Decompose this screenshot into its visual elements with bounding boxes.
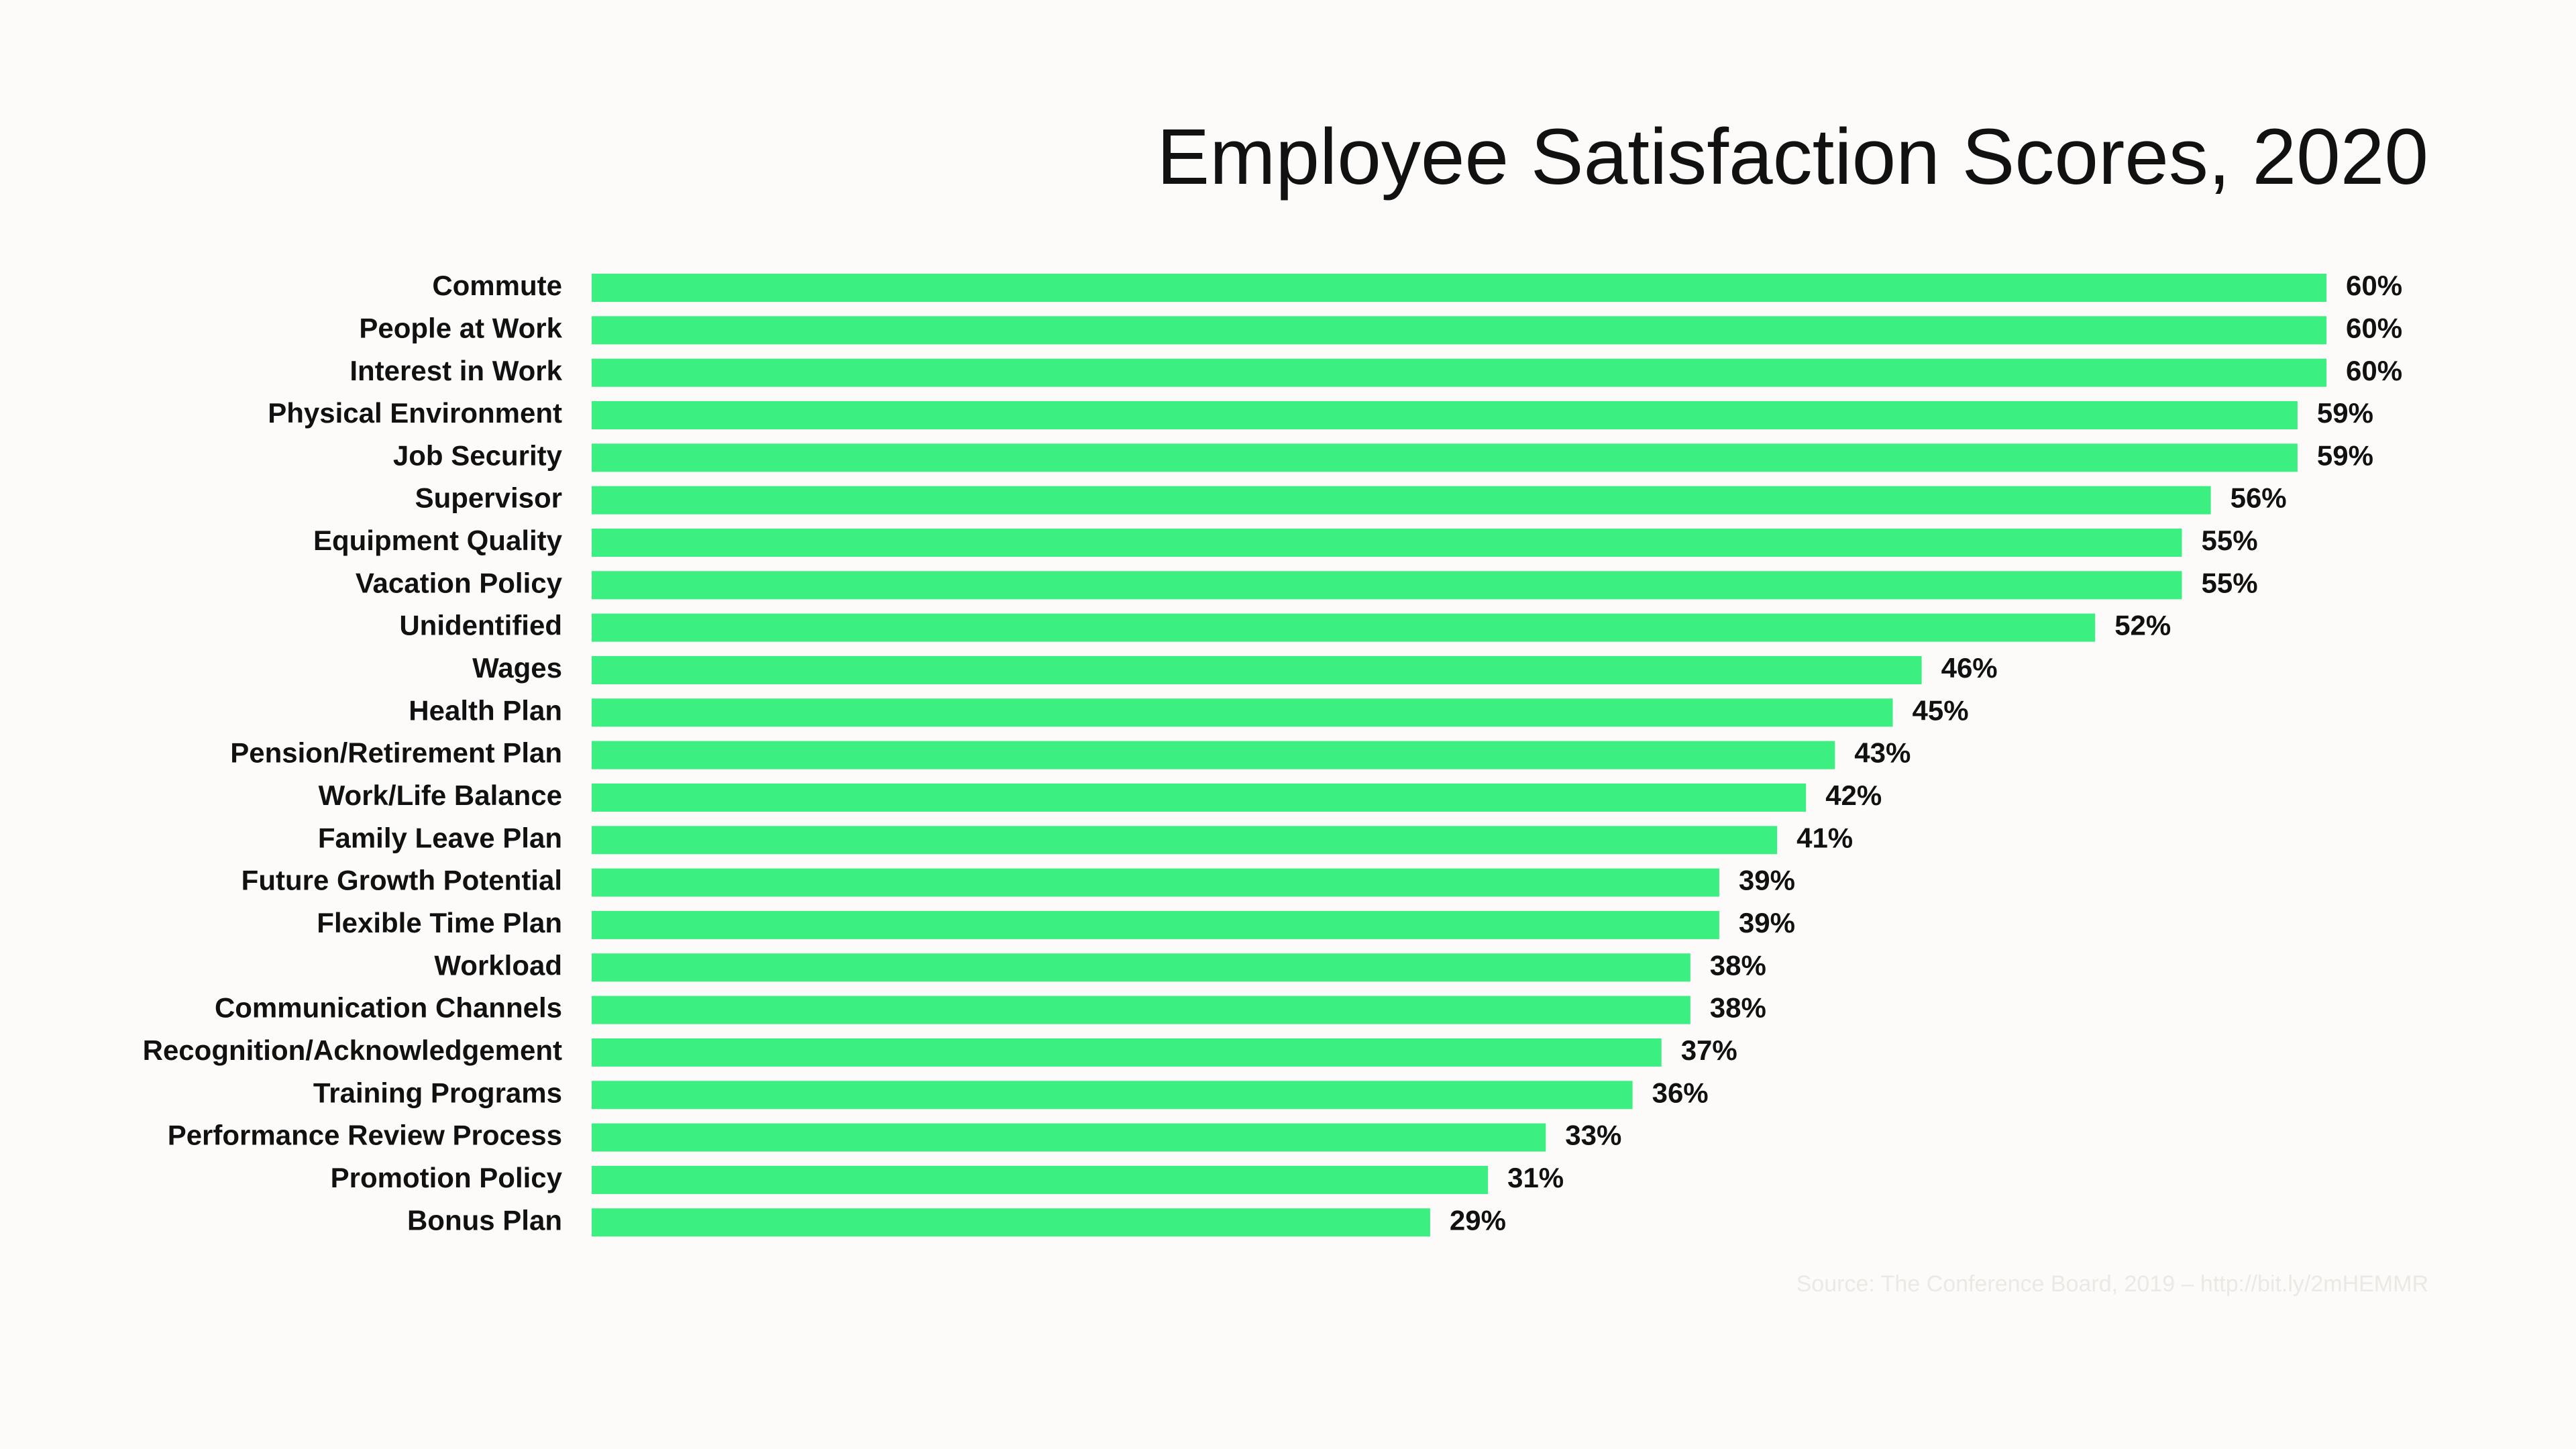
- value-label: 37%: [1681, 1034, 1737, 1066]
- value-label: 36%: [1652, 1077, 1709, 1108]
- value-label: 33%: [1565, 1120, 1621, 1151]
- value-label: 39%: [1739, 907, 1795, 938]
- category-label: Performance Review Process: [168, 1120, 562, 1151]
- category-label: Vacation Policy: [356, 567, 563, 598]
- bar: [592, 783, 1807, 812]
- bar: [592, 910, 1719, 939]
- category-label: Training Programs: [313, 1077, 562, 1108]
- category-label: Flexible Time Plan: [317, 907, 562, 938]
- category-label: Bonus Plan: [407, 1204, 562, 1236]
- value-label: 55%: [2202, 567, 2258, 598]
- category-label: Health Plan: [409, 694, 562, 726]
- category-label: Wages: [472, 652, 562, 684]
- bar: [592, 1123, 1546, 1152]
- value-label: 60%: [2346, 355, 2402, 386]
- value-label: 31%: [1507, 1162, 1564, 1193]
- value-label: 39%: [1739, 865, 1795, 896]
- category-label: Communication Channels: [215, 992, 562, 1024]
- category-label: People at Work: [359, 312, 562, 343]
- category-label: Future Growth Potential: [241, 865, 562, 896]
- category-label: Equipment Quality: [313, 525, 563, 556]
- bar: [592, 1081, 1633, 1110]
- bar: [592, 826, 1778, 855]
- bar: [592, 528, 2182, 557]
- bar: [592, 698, 1893, 727]
- category-label: Work/Life Balance: [319, 780, 562, 811]
- category-label: Supervisor: [415, 482, 562, 514]
- value-label: 60%: [2346, 312, 2402, 343]
- category-label: Interest in Work: [350, 355, 562, 386]
- bar: [592, 868, 1719, 897]
- bar: [592, 486, 2211, 515]
- value-label: 38%: [1710, 992, 1766, 1024]
- category-label: Commute: [432, 270, 562, 301]
- bar: [592, 1038, 1662, 1067]
- value-label: 55%: [2202, 525, 2258, 556]
- category-label: Physical Environment: [268, 397, 562, 429]
- value-label: 60%: [2346, 270, 2402, 301]
- category-label: Promotion Policy: [331, 1162, 563, 1193]
- value-label: 41%: [1796, 822, 1853, 853]
- bar: [592, 443, 2298, 472]
- bar: [592, 741, 1835, 769]
- value-label: 59%: [2317, 397, 2373, 429]
- value-label: 42%: [1825, 780, 1882, 811]
- bar: [592, 400, 2298, 429]
- value-label: 45%: [1913, 694, 1969, 726]
- bar: [592, 1165, 1489, 1194]
- value-label: 52%: [2114, 610, 2171, 641]
- bar: [592, 953, 1690, 982]
- value-label: 46%: [1941, 652, 1998, 684]
- category-label: Pension/Retirement Plan: [230, 737, 562, 769]
- bar: [592, 571, 2182, 600]
- category-label: Job Security: [393, 439, 563, 471]
- chart-title: Employee Satisfaction Scores, 2020: [1157, 113, 2428, 201]
- bar: [592, 1208, 1430, 1237]
- category-label: Recognition/Acknowledgement: [143, 1034, 562, 1066]
- category-label: Workload: [434, 949, 562, 981]
- value-label: 43%: [1854, 737, 1911, 769]
- bar: [592, 274, 2326, 302]
- bar: [592, 655, 1922, 684]
- bar: [592, 613, 2096, 642]
- value-label: 59%: [2317, 439, 2373, 471]
- bar: [592, 358, 2326, 387]
- category-label: Family Leave Plan: [318, 822, 562, 853]
- value-label: 56%: [2231, 482, 2287, 514]
- bar: [592, 996, 1690, 1024]
- value-label: 38%: [1710, 949, 1766, 981]
- category-label: Unidentified: [399, 610, 562, 641]
- value-label: 29%: [1450, 1204, 1506, 1236]
- source-note: Source: The Conference Board, 2019 – htt…: [1796, 1271, 2428, 1297]
- bar: [592, 316, 2326, 345]
